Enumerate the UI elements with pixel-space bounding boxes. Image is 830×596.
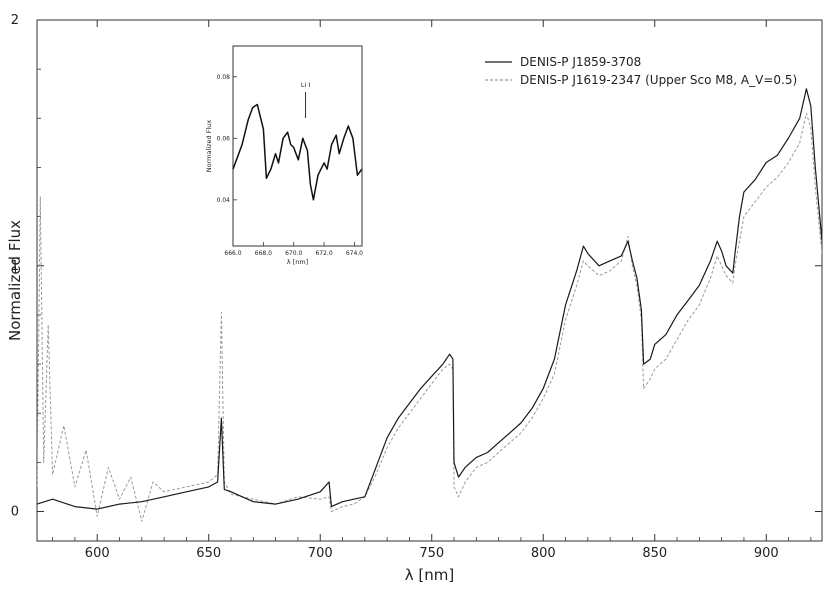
inset-y-tick-label: 0.04 — [217, 197, 231, 204]
y-tick-label: 2 — [11, 13, 19, 28]
x-tick-label: 650 — [196, 546, 221, 561]
inset-x-tick-label: 674.0 — [346, 250, 363, 257]
x-tick-label: 800 — [531, 546, 556, 561]
plot-frame — [36, 19, 823, 542]
inset-y-axis-label: Normalized Flux — [205, 120, 213, 173]
inset-y-tick-label: 0.08 — [217, 74, 231, 81]
legend-label: DENIS-P J1859-3708 — [520, 55, 641, 69]
inset-frame — [232, 45, 363, 247]
inset-x-tick-label: 666.0 — [224, 250, 241, 257]
x-tick-label: 700 — [308, 546, 333, 561]
inset-x-tick-label: 668.0 — [255, 250, 272, 257]
legend-label: DENIS-P J1619-2347 (Upper Sco M8, A_V=0.… — [520, 73, 797, 87]
inset-plot: 666.0 668.0 670.0 672.0 674.0 0.04 0.06 0.08 λ [… — [205, 45, 363, 266]
series-line-denis-j1619 — [37, 112, 822, 522]
y-tick-label: 0 — [11, 505, 19, 520]
x-tick-label: 850 — [642, 546, 667, 561]
y-axis-label: Normalized Flux — [6, 220, 24, 341]
inset-series-line — [232, 103, 363, 201]
inset-y-tick-label: 0.06 — [217, 135, 231, 142]
x-tick-label: 900 — [754, 546, 779, 561]
x-tick-label: 750 — [419, 546, 444, 561]
x-tick-label: 600 — [85, 546, 110, 561]
inset-x-axis-label: λ [nm] — [287, 258, 308, 266]
li-annotation: Li I — [301, 81, 310, 89]
series-line-denis-j1859 — [37, 88, 822, 510]
inset-x-tick-label: 672.0 — [315, 250, 332, 257]
y-tick-label: 1 — [11, 259, 19, 274]
inset-x-tick-label: 670.0 — [285, 250, 302, 257]
x-axis-label: λ [nm] — [405, 566, 454, 584]
